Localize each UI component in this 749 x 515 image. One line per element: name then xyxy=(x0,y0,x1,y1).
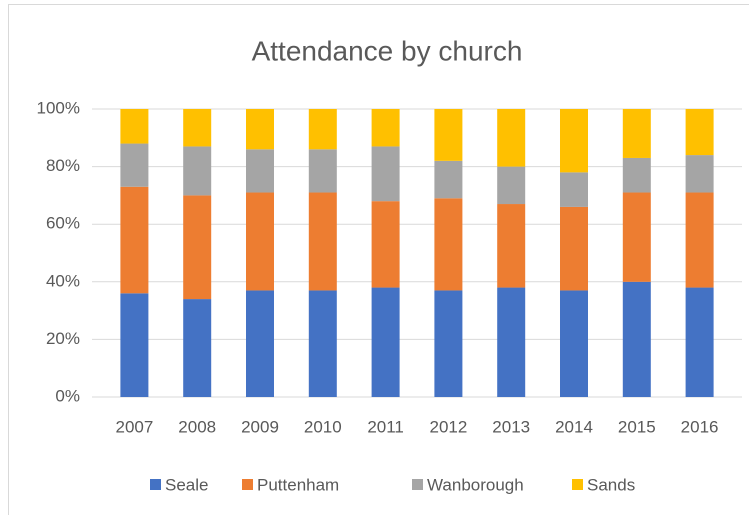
bar-segment xyxy=(183,195,212,300)
bar-segment xyxy=(560,172,588,207)
x-tick-label: 2012 xyxy=(429,417,467,436)
bar-segment xyxy=(434,290,463,397)
bar-segment xyxy=(685,155,714,193)
bar-segment xyxy=(685,287,714,397)
bar-segment xyxy=(371,201,400,288)
bar-segment xyxy=(497,204,526,288)
bar-segment xyxy=(308,192,337,291)
bar-segment xyxy=(183,146,212,196)
x-tick-label: 2010 xyxy=(304,417,342,436)
bar-segment xyxy=(622,109,651,158)
legend-label: Seale xyxy=(165,475,208,494)
bar-segment xyxy=(560,109,588,173)
bar-segment xyxy=(371,109,400,147)
bar-segment xyxy=(371,146,400,202)
legend-swatch xyxy=(242,479,253,490)
bar-segment xyxy=(497,287,526,397)
legend-swatch xyxy=(412,479,423,490)
x-tick-label: 2009 xyxy=(241,417,279,436)
legend-label: Puttenham xyxy=(257,475,339,494)
bar-segment xyxy=(685,192,714,288)
bar-segment xyxy=(183,299,212,397)
y-tick-label: 60% xyxy=(46,214,80,233)
bar-segment xyxy=(120,109,149,144)
bar-segment xyxy=(246,290,274,397)
bar-segment xyxy=(434,160,463,199)
x-tick-label: 2013 xyxy=(492,417,530,436)
bar-segment xyxy=(246,109,274,150)
bar-segment xyxy=(246,192,274,291)
y-tick-label: 20% xyxy=(46,329,80,348)
bar-segment xyxy=(434,198,463,291)
bar-segment xyxy=(622,192,651,282)
bar-segment xyxy=(183,109,212,147)
bar-segment xyxy=(560,206,588,291)
bar-segment xyxy=(497,166,526,205)
bar-segment xyxy=(120,293,149,397)
bar-segment xyxy=(308,149,337,193)
y-tick-label: 80% xyxy=(46,156,80,175)
x-tick-label: 2016 xyxy=(681,417,719,436)
y-tick-label: 40% xyxy=(46,271,80,290)
bar-segment xyxy=(120,186,149,294)
legend-label: Sands xyxy=(587,475,635,494)
bar-segment xyxy=(371,287,400,397)
x-tick-label: 2011 xyxy=(367,417,404,436)
chart-title: Attendance by church xyxy=(252,35,523,66)
x-tick-label: 2008 xyxy=(178,417,216,436)
bar-segment xyxy=(308,109,337,150)
x-tick-label: 2015 xyxy=(618,417,656,436)
bar-segment xyxy=(622,281,651,397)
bar-segment xyxy=(308,290,337,397)
legend-swatch xyxy=(150,479,161,490)
bar-segment xyxy=(497,109,526,167)
bar-segment xyxy=(434,109,463,161)
legend-swatch xyxy=(572,479,583,490)
legend-label: Wanborough xyxy=(427,475,524,494)
bar-segment xyxy=(246,149,274,193)
x-tick-label: 2014 xyxy=(555,417,593,436)
y-tick-label: 100% xyxy=(37,98,80,117)
bar-segment xyxy=(120,143,149,187)
y-tick-label: 0% xyxy=(55,386,80,405)
bar-segment xyxy=(560,290,588,397)
bar-segment xyxy=(685,109,714,156)
x-tick-label: 2007 xyxy=(115,417,153,436)
bar-segment xyxy=(622,157,651,193)
